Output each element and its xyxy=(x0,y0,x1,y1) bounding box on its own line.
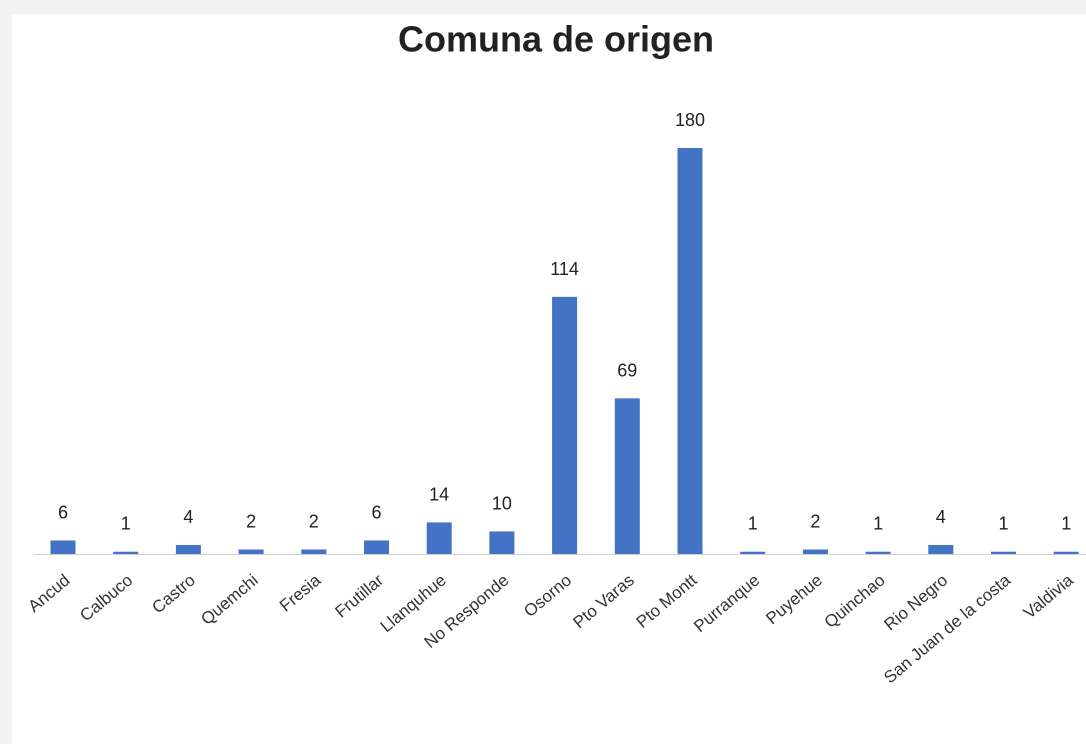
bar xyxy=(614,398,640,554)
bar xyxy=(50,540,76,554)
bar xyxy=(802,549,828,554)
value-label: 2 xyxy=(309,511,319,531)
value-label: 2 xyxy=(246,511,256,531)
value-label: 10 xyxy=(492,493,512,513)
value-label: 69 xyxy=(617,360,637,380)
value-label: 114 xyxy=(550,259,579,279)
bar xyxy=(238,549,264,554)
value-label: 4 xyxy=(936,507,946,527)
chart-title: Comuna de origen xyxy=(398,19,714,60)
value-label: 1 xyxy=(873,514,883,534)
bar xyxy=(928,544,954,554)
bar xyxy=(677,148,703,554)
bar xyxy=(426,522,452,554)
value-label: 14 xyxy=(429,484,449,504)
chart-background xyxy=(12,14,1086,744)
value-label: 6 xyxy=(58,502,68,522)
bar xyxy=(113,551,139,554)
bar xyxy=(1053,551,1079,554)
value-label: 1 xyxy=(748,514,758,534)
bar xyxy=(991,551,1016,554)
bar xyxy=(301,549,327,554)
value-label: 1 xyxy=(998,514,1008,534)
value-label: 6 xyxy=(371,502,381,522)
value-label: 1 xyxy=(121,514,131,534)
bar xyxy=(364,540,389,554)
bar xyxy=(175,544,201,554)
value-label: 4 xyxy=(183,507,193,527)
bar xyxy=(865,551,891,554)
value-label: 1 xyxy=(1061,514,1071,534)
bar xyxy=(489,531,515,554)
value-label: 180 xyxy=(675,110,705,130)
value-label: 2 xyxy=(810,511,820,531)
bar xyxy=(740,551,766,554)
bar xyxy=(552,296,578,554)
